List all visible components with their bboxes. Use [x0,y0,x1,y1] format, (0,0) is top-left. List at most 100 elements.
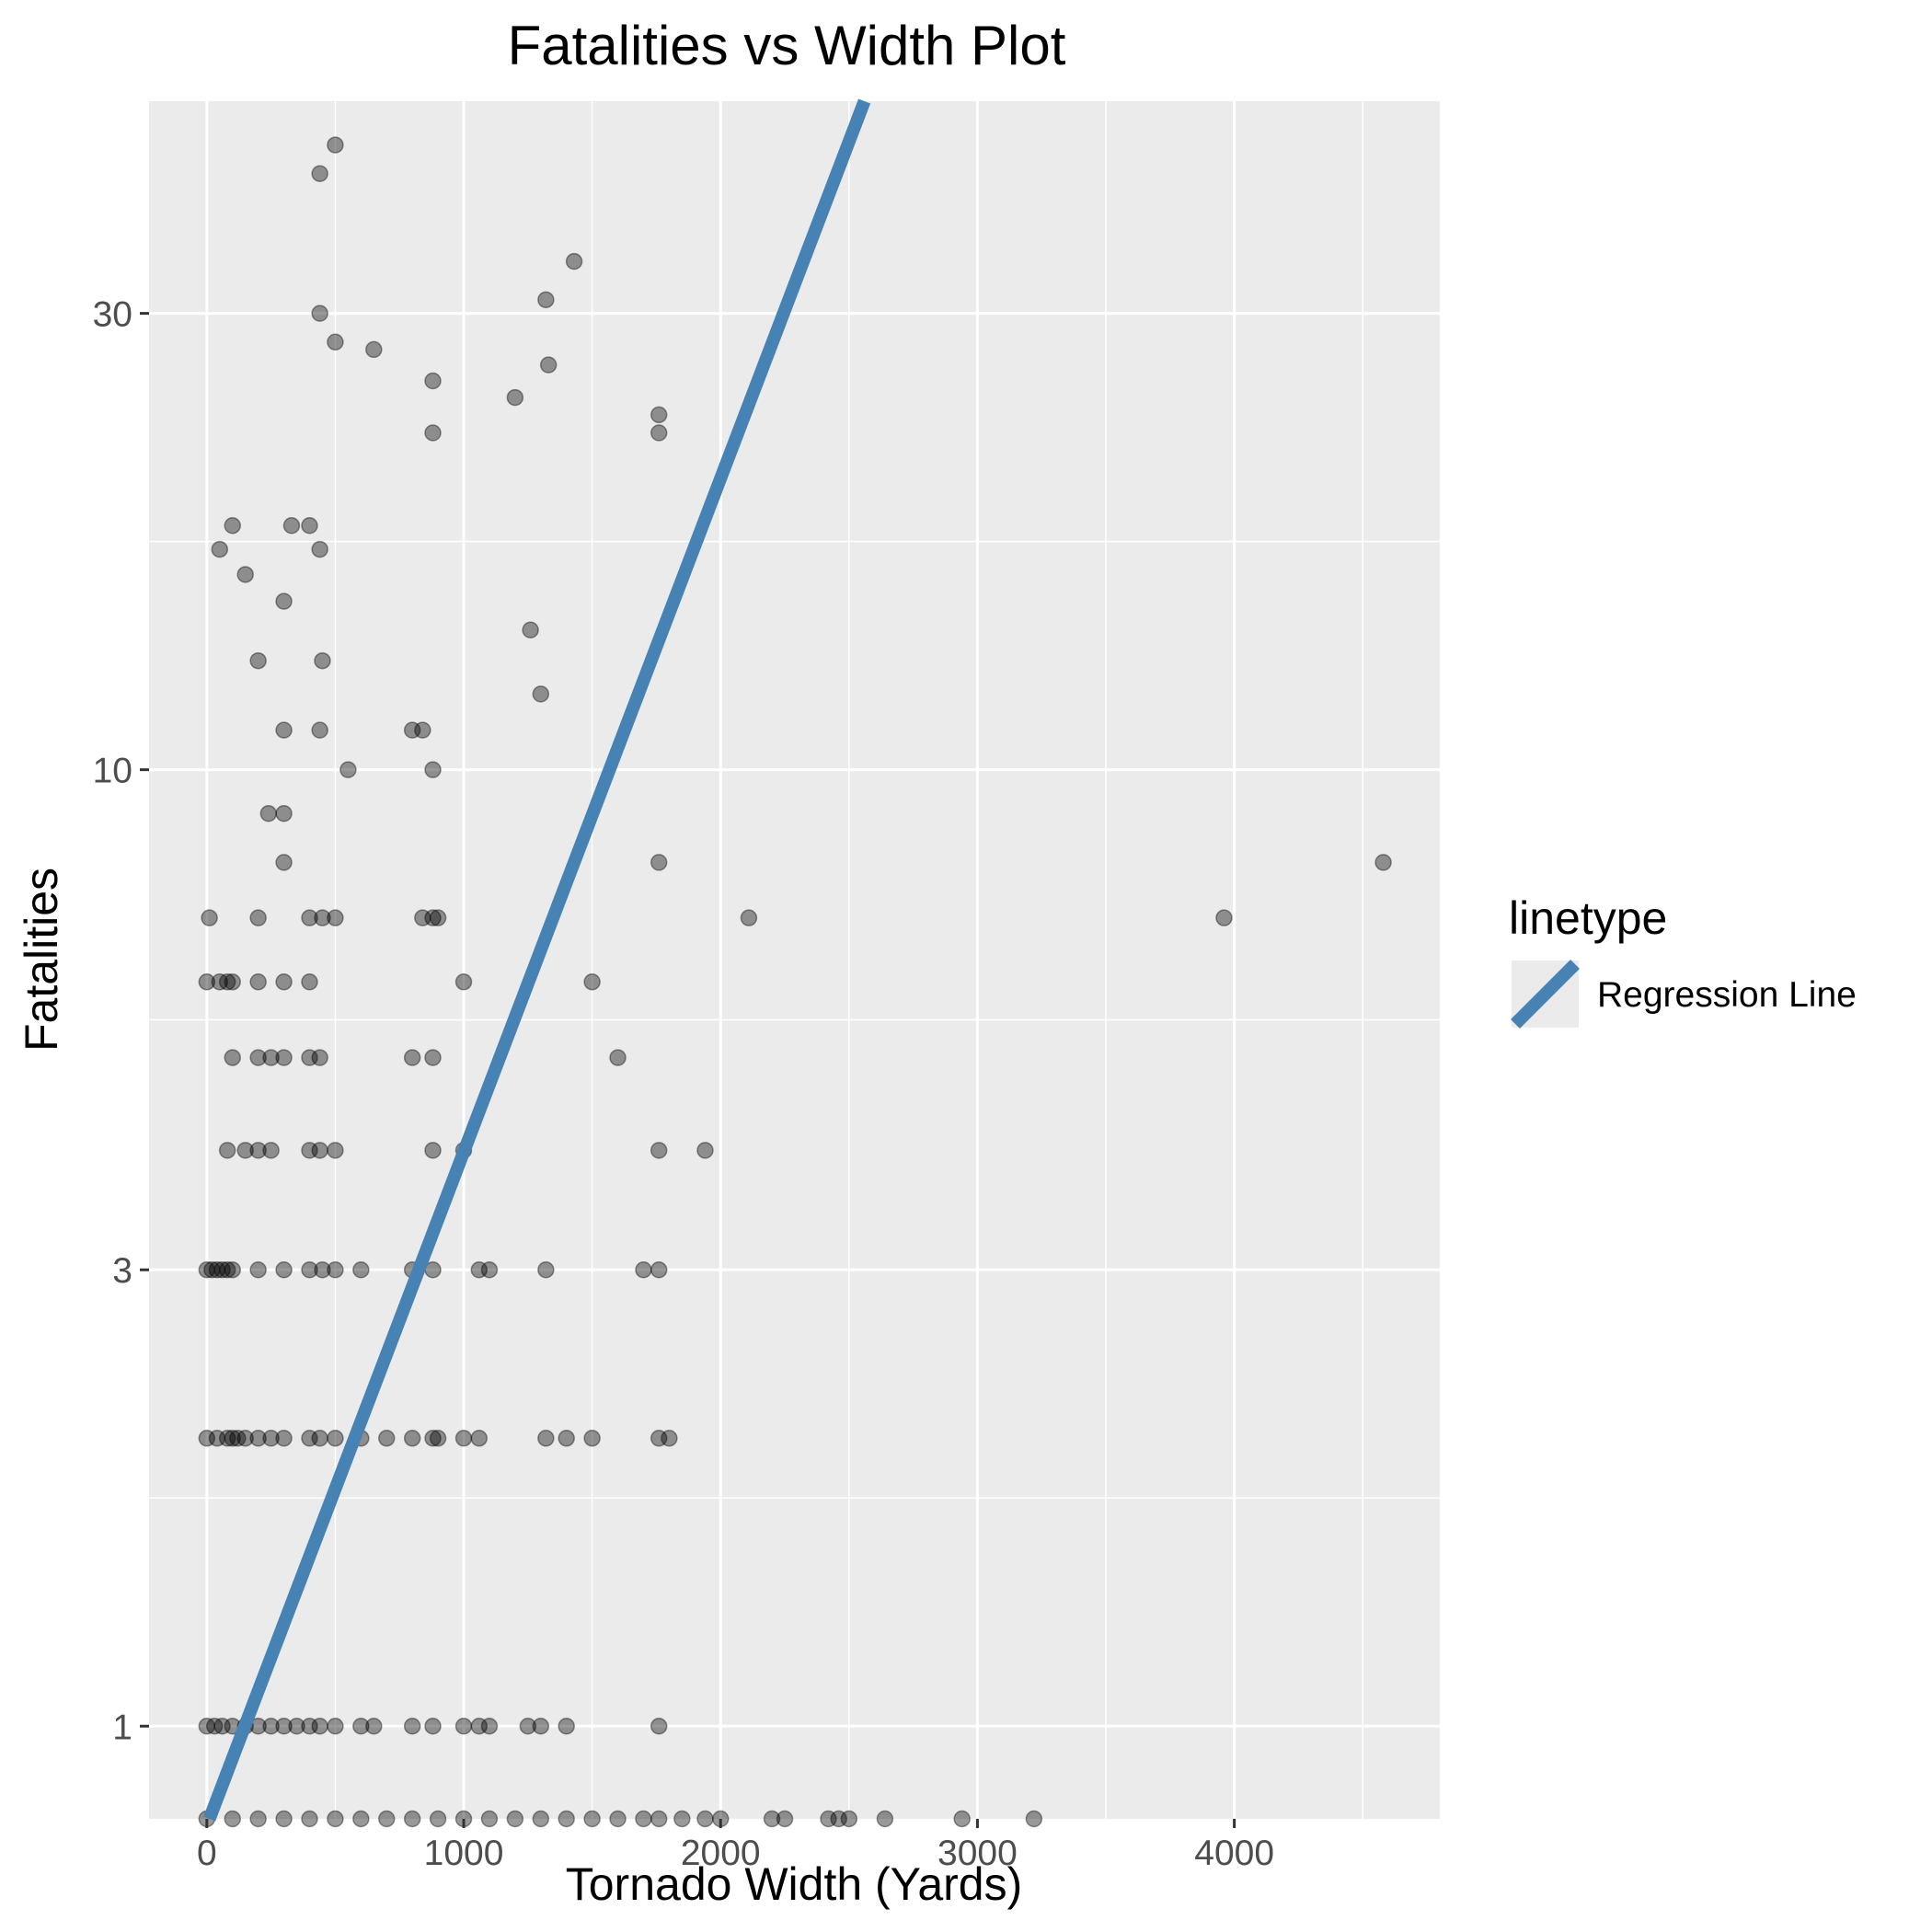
data-point [259,804,278,822]
data-point [403,1049,421,1066]
x-axis-ticks: 0 1000 2000 3000 4000 [197,1819,1274,1873]
data-point [480,1718,499,1735]
data-point [211,540,229,558]
data-point [314,651,331,670]
data-point [650,1718,668,1735]
data-point [820,1810,837,1828]
data-point [201,909,218,926]
data-point [208,1430,226,1447]
data-point [224,517,241,535]
y-tick-label: 1 [112,1708,132,1747]
y-tick-label: 30 [93,295,132,335]
data-point [650,1260,668,1279]
data-point [275,973,293,991]
y-tick-label: 10 [93,752,132,791]
data-point [339,761,357,778]
data-point [236,1142,254,1159]
data-point [249,1430,267,1447]
data-point [198,1718,216,1735]
data-point [470,1430,489,1447]
data-point [327,1718,344,1735]
data-point [454,1718,473,1735]
data-point [470,1260,489,1279]
data-point [558,1810,575,1828]
data-point [213,1718,231,1735]
data-point [249,1260,267,1279]
data-point [565,252,583,270]
data-point [532,1718,550,1735]
data-point [480,1260,499,1279]
data-point [558,1430,575,1447]
data-point [532,1810,550,1828]
x-tick-label: 3000 [937,1834,1018,1873]
data-point [249,909,267,926]
data-point [763,1810,781,1828]
data-point [275,1049,293,1066]
data-point [327,909,344,926]
data-point [661,1430,678,1447]
data-point [414,721,431,739]
data-point [249,1810,267,1828]
data-point [609,1049,627,1066]
data-point [218,973,236,991]
minor-gridlines [149,101,1440,1819]
data-point [454,973,473,991]
data-point [301,1810,318,1828]
data-point [650,424,668,442]
data-point [403,1718,421,1735]
data-point [311,1142,328,1159]
data-point [327,1430,344,1447]
data-point [876,1810,894,1828]
x-axis-title: Tornado Width (Yards) [566,1858,1022,1910]
data-point [635,1810,652,1828]
data-point [424,1049,442,1066]
data-point [673,1810,691,1828]
data-point [311,721,328,739]
data-point [635,1260,652,1279]
data-point [301,973,318,991]
regression-line-group [203,98,871,1822]
data-point [314,909,331,926]
data-point [301,1430,318,1447]
legend-key-line [1511,960,1580,1029]
data-point [208,1260,226,1279]
data-point [327,136,344,154]
data-point [301,1260,318,1279]
data-point [236,1430,254,1447]
data-point [249,973,267,991]
data-point [218,1260,236,1279]
data-point [218,1142,236,1159]
data-point [211,973,229,991]
data-point [301,517,318,535]
data-point [506,388,524,407]
data-point [275,1260,293,1279]
data-point [249,1049,267,1066]
x-tick-label: 2000 [681,1834,761,1873]
legend-label-regression-line: Regression Line [1597,975,1857,1015]
data-point [224,1810,241,1828]
data-point [558,1718,575,1735]
data-point [414,909,431,926]
y-axis-ticks: 1 3 10 30 [93,295,149,1747]
data-point [583,1430,601,1447]
data-point [288,1718,305,1735]
data-point [203,1260,221,1279]
legend-title: linetype [1509,892,1667,944]
data-point [480,1810,499,1828]
data-point [650,1430,668,1447]
data-point [1374,854,1392,871]
data-point [224,1049,241,1066]
data-point [583,1810,601,1828]
data-point [275,1810,293,1828]
chart-title: Fatalities vs Width Plot [508,15,1066,76]
data-point [650,854,668,871]
data-point [275,1430,293,1447]
data-point [314,1260,331,1279]
data-point [537,1430,555,1447]
plot-panel [149,101,1440,1819]
legend: linetype Regression Line [1509,892,1857,1029]
data-point [429,909,447,926]
data-point [229,1430,247,1447]
data-point [198,1260,216,1279]
